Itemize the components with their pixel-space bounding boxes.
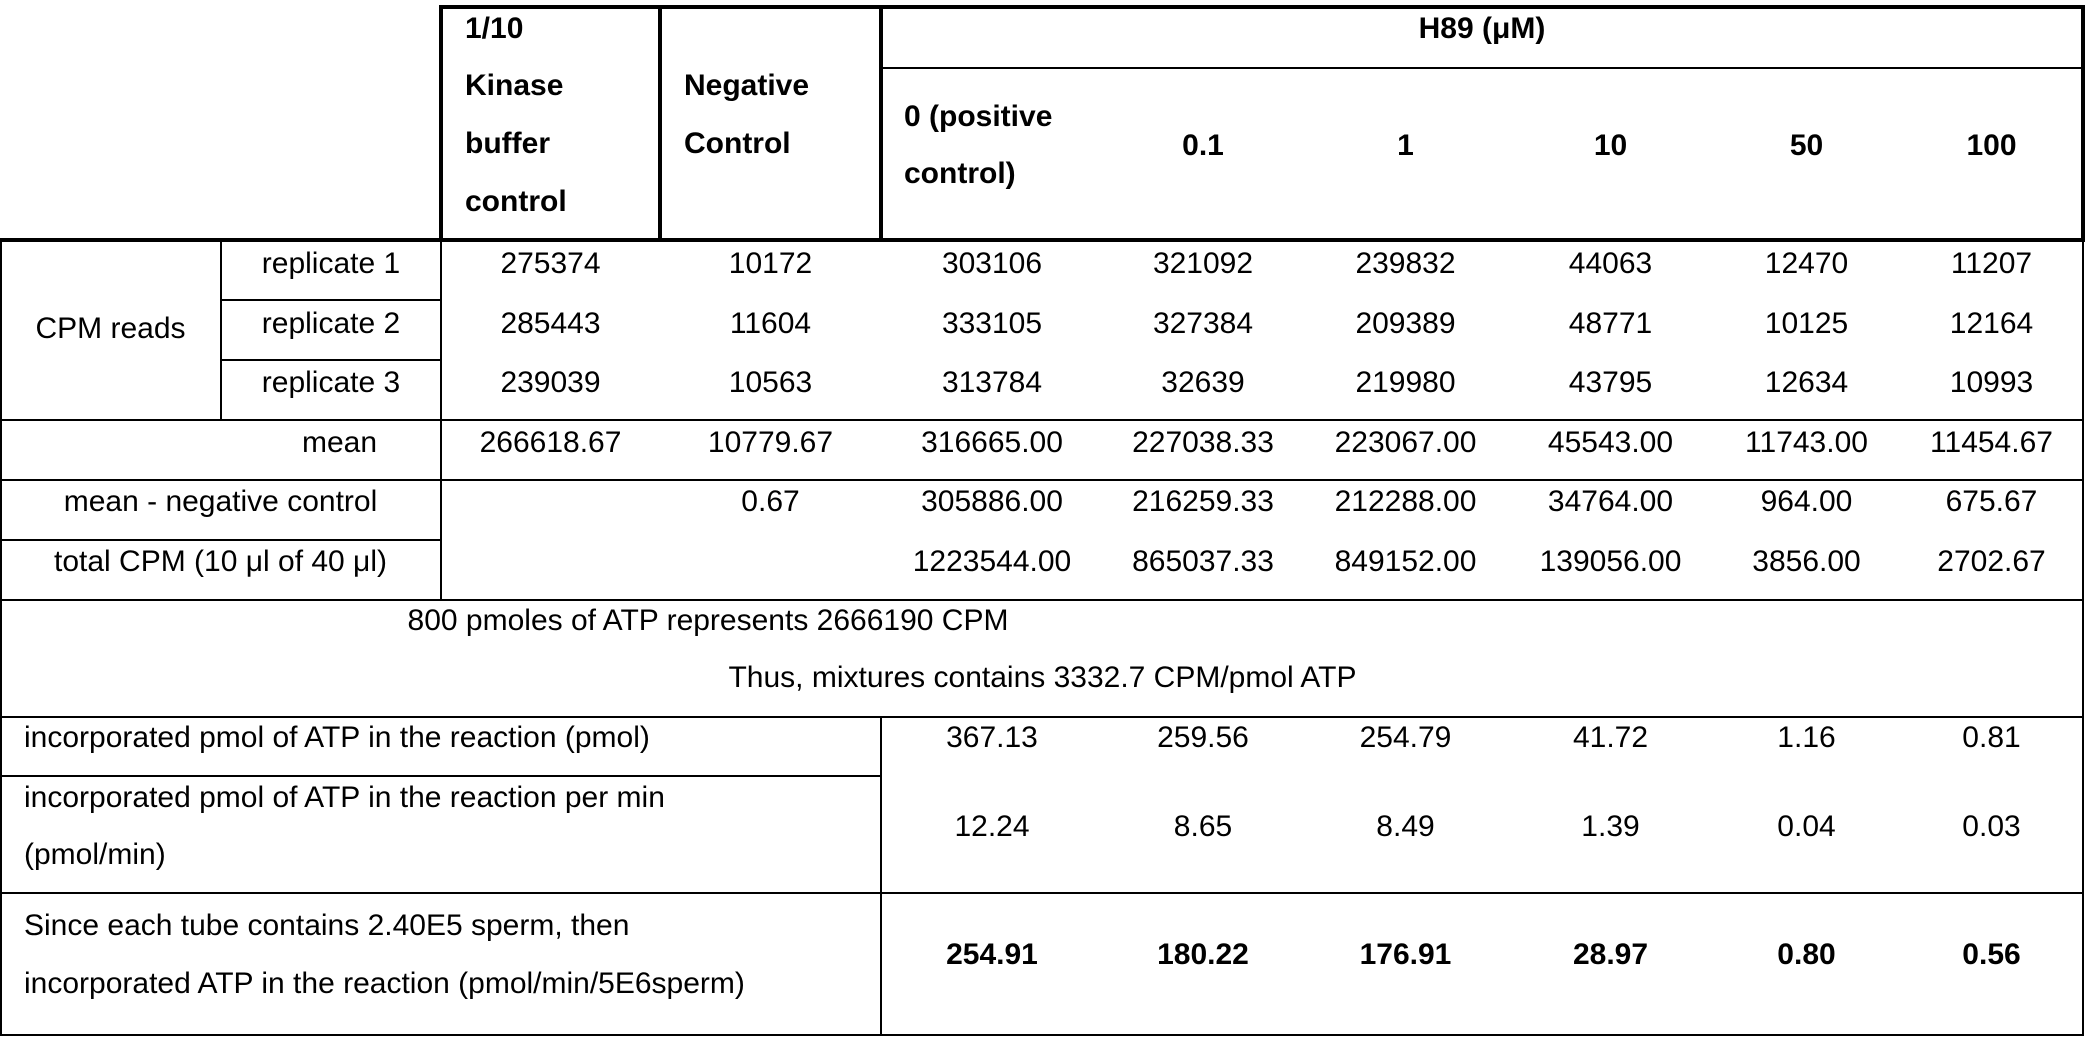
replicate-1-label: replicate 1 [261, 247, 401, 280]
inc-conc-0: 367.13 [946, 721, 1038, 754]
rep2-kinase: 285443 [500, 307, 601, 340]
mean-conc-1: 223067.00 [1334, 426, 1477, 459]
permin-conc-10: 1.39 [1581, 810, 1640, 843]
header-conc-10: 10 [1593, 129, 1628, 162]
mmn-conc-10: 34764.00 [1547, 485, 1674, 518]
total-conc-50: 3856.00 [1752, 545, 1861, 578]
mmn-negative: 0.67 [741, 485, 800, 518]
rep1-negative: 10172 [728, 247, 813, 280]
rep3-negative: 10563 [728, 366, 813, 399]
per-sperm-label-line1: Since each tube contains 2.40E5 sperm, t… [24, 909, 630, 942]
header-conc-0.1: 0.1 [1182, 129, 1224, 162]
rep3-conc-50: 12634 [1764, 366, 1849, 399]
header-kinase-line3: buffer [465, 127, 550, 160]
rep3-kinase: 239039 [500, 366, 601, 399]
rep2-conc-0.1: 327384 [1152, 307, 1254, 340]
permin-conc-1: 8.49 [1376, 810, 1435, 843]
mean-conc-100: 11454.67 [1930, 426, 2053, 459]
mmn-conc-100: 675.67 [1945, 485, 2038, 518]
rep3-conc-10: 43795 [1568, 366, 1653, 399]
inc-conc-100: 0.81 [1962, 721, 2021, 754]
rep1-conc-1: 239832 [1355, 247, 1456, 280]
permin-conc-100: 0.03 [1962, 810, 2021, 843]
inc-conc-10: 41.72 [1572, 721, 1649, 754]
header-negative-line2: Control [684, 127, 791, 160]
mean-kinase: 266618.67 [479, 426, 622, 459]
rep3-conc-1: 219980 [1355, 366, 1456, 399]
permin-conc-0.1: 8.65 [1173, 810, 1233, 843]
sperm-conc-0: 254.91 [946, 938, 1038, 971]
per-sperm-label-line2: incorporated ATP in the reaction (pmol/m… [24, 967, 745, 1000]
rep3-conc-0: 313784 [941, 366, 1043, 399]
rep1-conc-50: 12470 [1764, 247, 1849, 280]
rep1-conc-0.1: 321092 [1152, 247, 1254, 280]
permin-conc-0: 12.24 [954, 810, 1030, 843]
permin-conc-50: 0.04 [1777, 810, 1836, 843]
rep1-conc-10: 44063 [1568, 247, 1653, 280]
sperm-conc-1: 176.91 [1359, 938, 1452, 971]
header-negative-line1: Negative [684, 69, 810, 102]
total-conc-0: 1223544.00 [912, 545, 1072, 578]
replicate-2-label: replicate 2 [261, 307, 401, 340]
rep2-conc-50: 10125 [1764, 307, 1849, 340]
header-conc-1: 1 [1397, 129, 1414, 162]
per-min-label-line1: incorporated pmol of ATP in the reaction… [24, 781, 665, 814]
replicate-3-label: replicate 3 [261, 366, 401, 399]
cpm-reads-label: CPM reads [35, 312, 186, 345]
mean-conc-0: 316665.00 [921, 426, 1063, 459]
rep2-conc-10: 48771 [1568, 307, 1653, 340]
mean-conc-50: 11743.00 [1745, 426, 1868, 459]
mean-negative: 10779.67 [707, 426, 834, 459]
header-h89-group: H89 (μM) [1418, 12, 1546, 45]
sperm-conc-10: 28.97 [1572, 938, 1649, 971]
mmn-conc-0.1: 216259.33 [1132, 485, 1274, 518]
header-conc-0-line2: control) [904, 157, 1016, 190]
mmn-conc-0: 305886.00 [921, 485, 1063, 518]
mean-minus-negative-label: mean - negative control [63, 485, 378, 518]
incorporated-label: incorporated pmol of ATP in the reaction… [24, 721, 650, 754]
mmn-conc-50: 964.00 [1760, 485, 1853, 518]
rep1-kinase: 275374 [500, 247, 601, 280]
sperm-conc-50: 0.80 [1777, 938, 1836, 971]
sperm-conc-100: 0.56 [1962, 938, 2021, 971]
note-line-1: 800 pmoles of ATP represents 2666190 CPM [407, 604, 1009, 637]
per-min-label-line2: (pmol/min) [24, 838, 166, 871]
rep3-conc-100: 10993 [1949, 366, 2034, 399]
total-conc-0.1: 865037.33 [1132, 545, 1274, 578]
header-kinase-line2: Kinase [465, 69, 564, 102]
header-conc-100: 100 [1966, 129, 2017, 162]
sperm-conc-0.1: 180.22 [1157, 938, 1249, 971]
header-kinase-line1: 1/10 [465, 12, 524, 45]
header-conc-50: 50 [1789, 129, 1824, 162]
total-conc-100: 2702.67 [1937, 545, 2046, 578]
header-conc-0-line1: 0 (positive [904, 100, 1053, 133]
total-conc-1: 849152.00 [1334, 545, 1477, 578]
rep1-conc-0: 303106 [941, 247, 1043, 280]
mean-conc-10: 45543.00 [1547, 426, 1674, 459]
rep2-conc-0: 333105 [941, 307, 1043, 340]
rep2-conc-100: 12164 [1949, 307, 2034, 340]
inc-conc-1: 254.79 [1359, 721, 1452, 754]
inc-conc-0.1: 259.56 [1157, 721, 1249, 754]
inc-conc-50: 1.16 [1777, 721, 1836, 754]
rep1-conc-100: 11207 [1950, 247, 2033, 280]
rep3-conc-0.1: 32639 [1161, 366, 1245, 399]
mean-conc-0.1: 227038.33 [1132, 426, 1274, 459]
total-cpm-label: total CPM (10 μl of 40 μl) [53, 545, 388, 578]
rep2-negative: 11604 [729, 307, 812, 340]
note-line-2: Thus, mixtures contains 3332.7 CPM/pmol … [728, 661, 1357, 694]
total-conc-10: 139056.00 [1539, 545, 1682, 578]
rep2-conc-1: 209389 [1355, 307, 1456, 340]
header-kinase-line4: control [465, 185, 567, 218]
mean-label: mean [302, 426, 378, 459]
mmn-conc-1: 212288.00 [1334, 485, 1477, 518]
